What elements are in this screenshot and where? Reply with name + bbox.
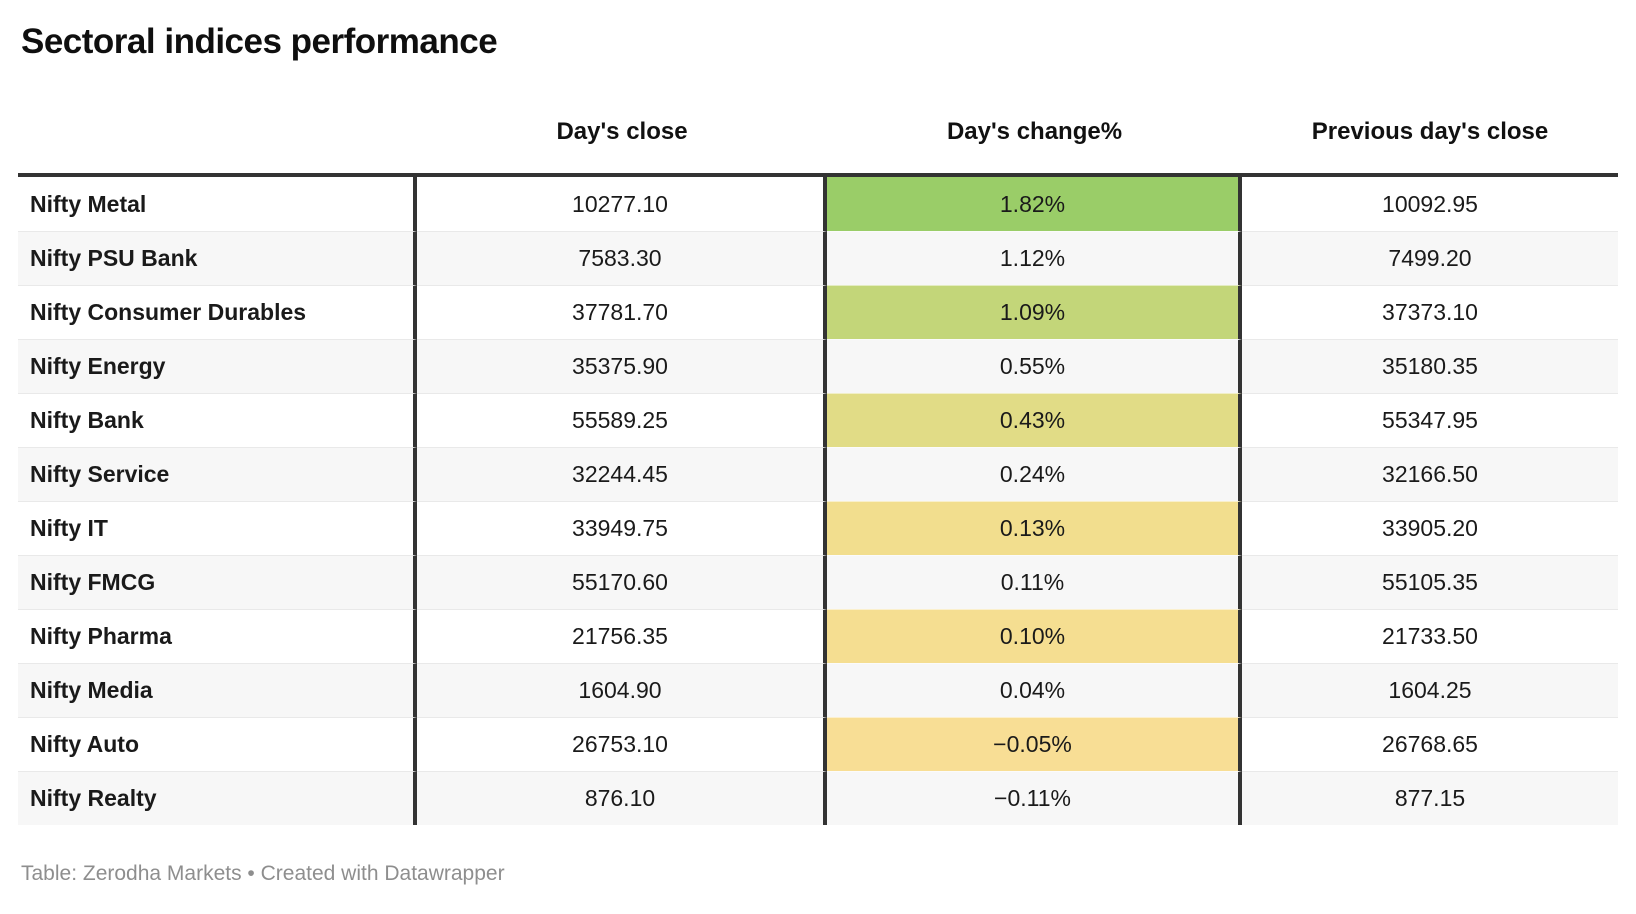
days-change-cell: −0.11% xyxy=(827,771,1242,825)
page-title: Sectoral indices performance xyxy=(21,22,498,61)
days-close-cell: 7583.30 xyxy=(417,231,827,285)
previous-days-close-cell: 32166.50 xyxy=(1242,447,1618,501)
table-row: Nifty Media 1604.90 0.04% 1604.25 xyxy=(18,663,1618,717)
header-sector xyxy=(18,91,417,177)
days-change-cell: 0.55% xyxy=(827,339,1242,393)
header-previous-days-close: Previous day's close xyxy=(1242,91,1618,177)
previous-days-close-cell: 21733.50 xyxy=(1242,609,1618,663)
days-change-cell: 0.24% xyxy=(827,447,1242,501)
days-change-cell: 1.12% xyxy=(827,231,1242,285)
previous-days-close-cell: 7499.20 xyxy=(1242,231,1618,285)
days-close-cell: 876.10 xyxy=(417,771,827,825)
table-header: Day's close Day's change% Previous day's… xyxy=(18,91,1618,177)
days-close-cell: 1604.90 xyxy=(417,663,827,717)
row-sector-label: Nifty Metal xyxy=(18,177,417,231)
table-row: Nifty Bank 55589.25 0.43% 55347.95 xyxy=(18,393,1618,447)
table-row: Nifty FMCG 55170.60 0.11% 55105.35 xyxy=(18,555,1618,609)
previous-days-close-cell: 26768.65 xyxy=(1242,717,1618,771)
previous-days-close-cell: 55105.35 xyxy=(1242,555,1618,609)
previous-days-close-cell: 55347.95 xyxy=(1242,393,1618,447)
days-change-cell: 0.10% xyxy=(827,609,1242,663)
header-row: Day's close Day's change% Previous day's… xyxy=(18,91,1618,177)
table-row: Nifty IT 33949.75 0.13% 33905.20 xyxy=(18,501,1618,555)
days-close-cell: 32244.45 xyxy=(417,447,827,501)
days-change-cell: 0.43% xyxy=(827,393,1242,447)
previous-days-close-cell: 10092.95 xyxy=(1382,190,1478,217)
row-sector-label: Nifty FMCG xyxy=(18,555,417,609)
days-close-cell: 37781.70 xyxy=(417,285,827,339)
table-row: Nifty Energy 35375.90 0.55% 35180.35 xyxy=(18,339,1618,393)
previous-days-close-cell: 35180.35 xyxy=(1242,339,1618,393)
days-close-cell: 35375.90 xyxy=(417,339,827,393)
sectoral-indices-table: Day's close Day's change% Previous day's… xyxy=(18,91,1618,825)
days-change-cell: −0.05% xyxy=(827,717,1242,771)
row-sector-label: Nifty PSU Bank xyxy=(18,231,417,285)
days-change-cell: 0.13% xyxy=(827,501,1242,555)
days-change-cell: 1.82% xyxy=(827,177,1242,231)
table-body: Nifty Metal 10277.10 1.82% 10092.95 Nifty PS… xyxy=(18,177,1618,825)
row-sector-label: Nifty Consumer Durables xyxy=(18,285,417,339)
row-sector-label: Nifty Media xyxy=(18,663,417,717)
days-close-cell: 26753.10 xyxy=(417,717,827,771)
previous-days-close-cell: 37373.10 xyxy=(1242,285,1618,339)
row-sector-label: Nifty Bank xyxy=(18,393,417,447)
row-sector-label: Nifty Pharma xyxy=(18,609,417,663)
table-row: Nifty Consumer Durables 37781.70 1.09% 3737… xyxy=(18,285,1618,339)
table-row: Nifty Metal 10277.10 1.82% 10092.95 xyxy=(18,177,1618,231)
previous-days-close-cell: 33905.20 xyxy=(1242,501,1618,555)
row-sector-label: Nifty Auto xyxy=(18,717,417,771)
days-close-cell: 21756.35 xyxy=(417,609,827,663)
table-row: Nifty Service 32244.45 0.24% 32166.50 xyxy=(18,447,1618,501)
row-sector-label: Nifty IT xyxy=(18,501,417,555)
days-close-cell: 55170.60 xyxy=(417,555,827,609)
header-days-change: Day's change% xyxy=(827,91,1242,177)
table-row: Nifty Auto 26753.10 −0.05% 26768.65 xyxy=(18,717,1618,771)
row-sector-label: Nifty Energy xyxy=(18,339,417,393)
table-row: Nifty PSU Bank 7583.30 1.12% 7499.20 xyxy=(18,231,1618,285)
days-close-cell: 10277.10 xyxy=(417,177,827,231)
days-change-cell: 1.09% xyxy=(827,285,1242,339)
days-change-cell: 0.11% xyxy=(827,555,1242,609)
previous-days-close-cell: 1604.25 xyxy=(1242,663,1618,717)
table-row: Nifty Realty 876.10 −0.11% 877.15 xyxy=(18,771,1618,825)
header-days-close: Day's close xyxy=(417,91,827,177)
previous-days-close-cell: 877.15 xyxy=(1242,771,1618,825)
sectoral-indices-table-page: Sectoral indices performance Day's close… xyxy=(18,22,1618,885)
days-close-cell: 33949.75 xyxy=(417,501,827,555)
row-sector-label: Nifty Realty xyxy=(18,771,417,825)
table-row: Nifty Pharma 21756.35 0.10% 21733.50 xyxy=(18,609,1618,663)
row-sector-label: Nifty Service xyxy=(18,447,417,501)
days-change-cell: 0.04% xyxy=(827,663,1242,717)
table-attribution: Table: Zerodha Markets • Created with Da… xyxy=(21,862,505,885)
days-close-cell: 55589.25 xyxy=(417,393,827,447)
